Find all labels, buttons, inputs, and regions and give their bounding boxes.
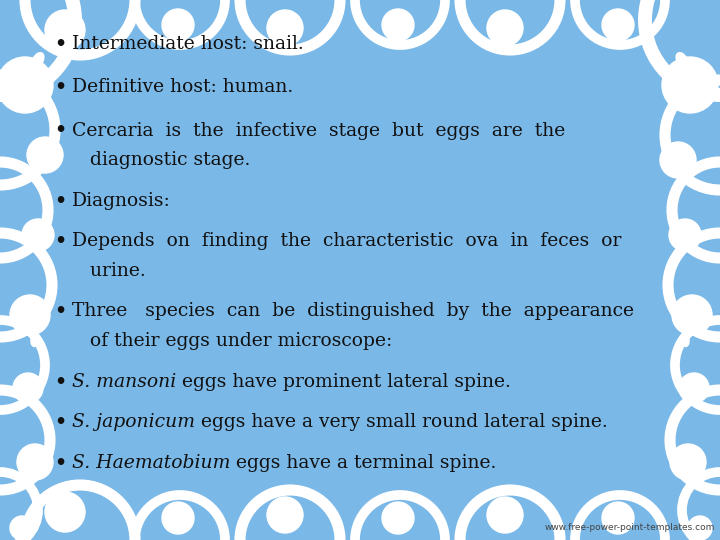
Circle shape bbox=[679, 373, 709, 403]
Text: Cercaria  is  the  infective  stage  but  eggs  are  the: Cercaria is the infective stage but eggs… bbox=[72, 122, 565, 139]
Circle shape bbox=[487, 497, 523, 533]
Circle shape bbox=[22, 219, 54, 251]
Circle shape bbox=[10, 516, 34, 540]
Text: urine.: urine. bbox=[72, 262, 145, 280]
Text: •: • bbox=[54, 192, 66, 210]
Ellipse shape bbox=[37, 223, 47, 237]
Circle shape bbox=[45, 492, 85, 532]
Text: •: • bbox=[54, 413, 66, 431]
Circle shape bbox=[602, 502, 634, 534]
Circle shape bbox=[27, 137, 63, 173]
Text: S. japonicum: S. japonicum bbox=[72, 413, 195, 431]
Circle shape bbox=[669, 219, 701, 251]
Circle shape bbox=[487, 10, 523, 46]
Circle shape bbox=[162, 9, 194, 41]
Circle shape bbox=[267, 497, 303, 533]
Text: of their eggs under microscope:: of their eggs under microscope: bbox=[72, 332, 392, 350]
Text: diagnostic stage.: diagnostic stage. bbox=[72, 151, 251, 169]
Circle shape bbox=[672, 295, 712, 335]
Text: eggs have prominent lateral spine.: eggs have prominent lateral spine. bbox=[176, 373, 511, 390]
Ellipse shape bbox=[673, 223, 683, 237]
Text: •: • bbox=[54, 122, 66, 139]
Text: www.free-power-point-templates.com: www.free-power-point-templates.com bbox=[544, 523, 715, 532]
Circle shape bbox=[662, 57, 718, 113]
Circle shape bbox=[13, 373, 43, 403]
Circle shape bbox=[382, 502, 414, 534]
Circle shape bbox=[267, 10, 303, 46]
Text: Definitive host: human.: Definitive host: human. bbox=[72, 78, 293, 96]
Circle shape bbox=[17, 444, 53, 480]
Ellipse shape bbox=[31, 334, 39, 347]
Text: •: • bbox=[54, 232, 66, 250]
Text: •: • bbox=[54, 454, 66, 471]
Text: Diagnosis:: Diagnosis: bbox=[72, 192, 171, 210]
Circle shape bbox=[382, 9, 414, 41]
Circle shape bbox=[0, 57, 53, 113]
Circle shape bbox=[660, 142, 696, 178]
Text: Intermediate host: snail.: Intermediate host: snail. bbox=[72, 35, 304, 53]
Text: •: • bbox=[54, 78, 66, 96]
Text: eggs have a very small round lateral spine.: eggs have a very small round lateral spi… bbox=[195, 413, 608, 431]
Circle shape bbox=[45, 10, 85, 50]
Text: S. mansoni: S. mansoni bbox=[72, 373, 176, 390]
Circle shape bbox=[688, 516, 712, 540]
Text: •: • bbox=[54, 373, 66, 390]
Circle shape bbox=[10, 295, 50, 335]
Text: Three   species  can  be  distinguished  by  the  appearance: Three species can be distinguished by th… bbox=[72, 302, 634, 320]
Text: •: • bbox=[54, 35, 66, 53]
Ellipse shape bbox=[681, 334, 689, 347]
Circle shape bbox=[162, 502, 194, 534]
Text: S. Haematobium: S. Haematobium bbox=[72, 454, 230, 471]
Text: •: • bbox=[54, 302, 66, 320]
Text: Depends  on  finding  the  characteristic  ova  in  feces  or: Depends on finding the characteristic ov… bbox=[72, 232, 621, 250]
Circle shape bbox=[602, 9, 634, 41]
Ellipse shape bbox=[676, 52, 688, 68]
Circle shape bbox=[670, 444, 706, 480]
Text: eggs have a terminal spine.: eggs have a terminal spine. bbox=[230, 454, 497, 471]
Ellipse shape bbox=[32, 52, 44, 68]
